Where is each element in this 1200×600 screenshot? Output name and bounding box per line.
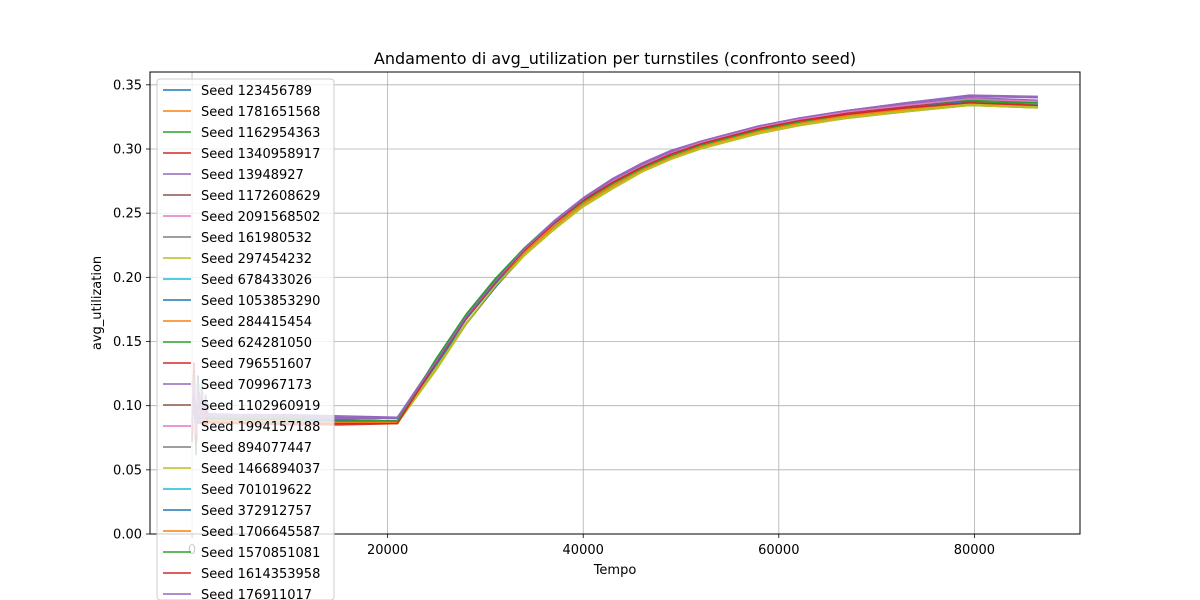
legend-label: Seed 372912757 [201, 504, 312, 519]
legend-label: Seed 1614353958 [201, 567, 320, 582]
legend-label: Seed 13948927 [201, 168, 304, 183]
series-lines [191, 94, 1038, 456]
legend-label: Seed 1172608629 [201, 189, 320, 204]
x-tick-label: 80000 [954, 543, 995, 558]
legend-label: Seed 1466894037 [201, 462, 320, 477]
legend-label: Seed 1340958917 [201, 147, 320, 162]
legend-label: Seed 796551607 [201, 357, 312, 372]
legend-label: Seed 1994157188 [201, 420, 320, 435]
chart-title: Andamento di avg_utilization per turnsti… [374, 49, 856, 69]
x-axis-ticks: 020000400006000080000 [188, 534, 995, 558]
y-tick-label: 0.35 [113, 78, 142, 93]
legend-label: Seed 1162954363 [201, 126, 320, 141]
legend-label: Seed 284415454 [201, 315, 312, 330]
legend-label: Seed 1781651568 [201, 105, 320, 120]
x-tick-label: 60000 [758, 543, 799, 558]
y-tick-label: 0.25 [113, 207, 142, 222]
x-axis-label: Tempo [593, 563, 637, 578]
legend-label: Seed 1570851081 [201, 546, 320, 561]
legend-label: Seed 1102960919 [201, 399, 320, 414]
legend-label: Seed 624281050 [201, 336, 312, 351]
x-tick-label: 20000 [367, 543, 408, 558]
axes-frame [149, 71, 1081, 535]
legend-label: Seed 176911017 [201, 588, 312, 600]
legend: Seed 123456789 Seed 1781651568 Seed 116295… [156, 78, 335, 600]
y-tick-label: 0.30 [113, 143, 142, 158]
x-tick-label: 40000 [563, 543, 604, 558]
y-tick-label: 0.10 [113, 399, 142, 414]
y-axis-label: avg_utilization [90, 256, 105, 350]
legend-label: Seed 123456789 [201, 84, 312, 99]
legend-label: Seed 894077447 [201, 441, 312, 456]
y-tick-label: 0.15 [113, 335, 142, 350]
legend-label: Seed 701019622 [201, 483, 312, 498]
y-tick-label: 0.00 [113, 528, 142, 543]
y-axis-ticks: 0.00 0.05 0.10 0.15 0.20 0.25 0.30 0.35 [113, 78, 150, 543]
legend-label: Seed 709967173 [201, 378, 312, 393]
legend-label: Seed 297454232 [201, 252, 312, 267]
y-tick-label: 0.20 [113, 271, 142, 286]
legend-label: Seed 161980532 [201, 231, 312, 246]
legend-label: Seed 678433026 [201, 273, 312, 288]
legend-label: Seed 1053853290 [201, 294, 320, 309]
legend-box [156, 78, 335, 600]
legend-label: Seed 1706645587 [201, 525, 320, 540]
y-tick-label: 0.05 [113, 463, 142, 478]
legend-label: Seed 2091568502 [201, 210, 320, 225]
